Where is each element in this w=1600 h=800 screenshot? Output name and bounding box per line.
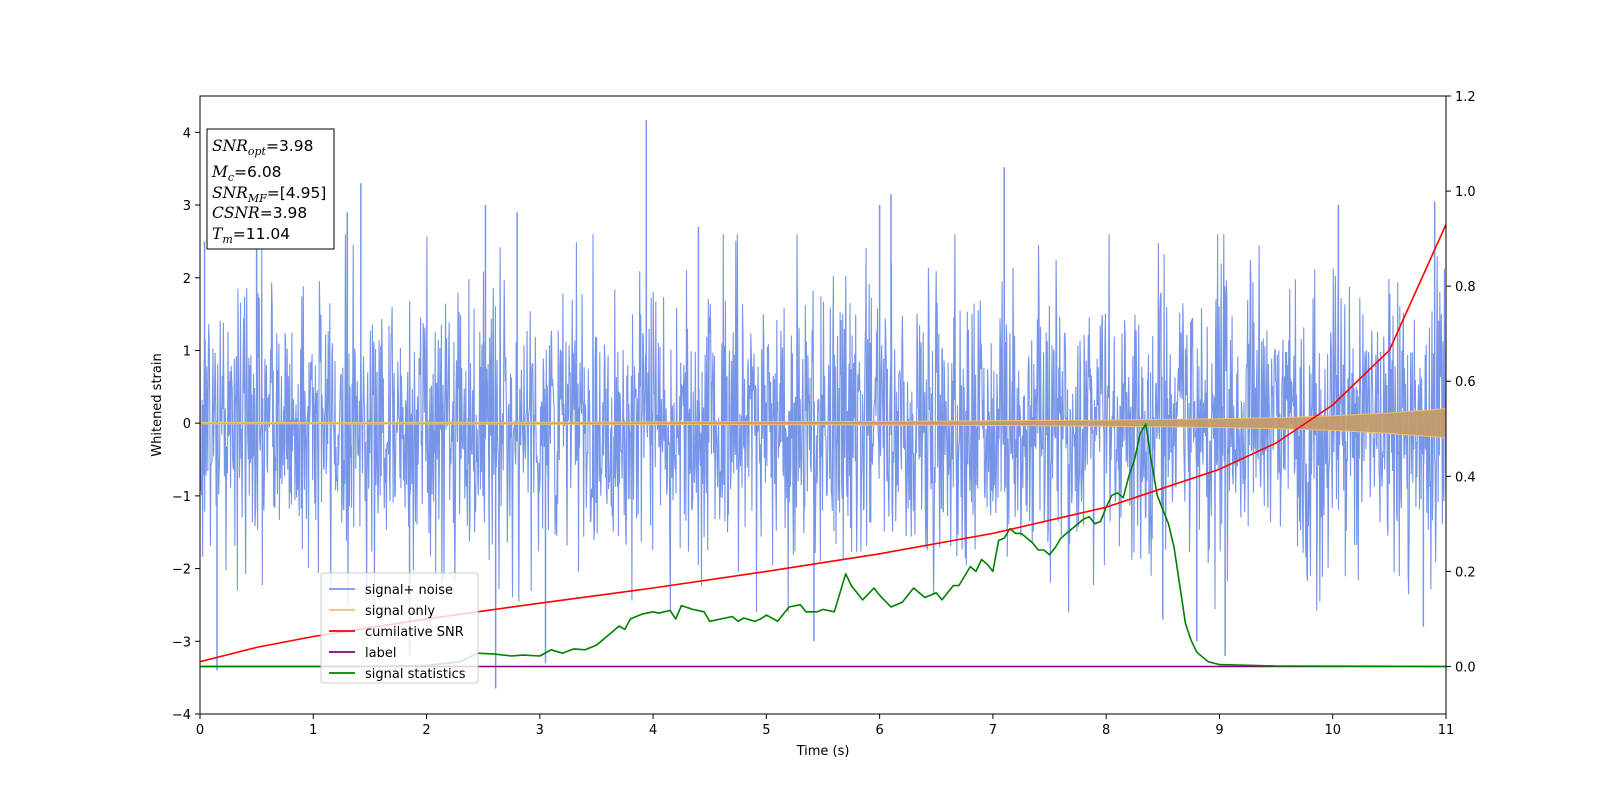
legend-label: signal+ noise [365, 583, 453, 598]
legend-items: signal+ noise signal only cumilative SNR la… [329, 583, 466, 682]
y-axis-title: Whitened strain [150, 353, 165, 456]
legend-frame [320, 572, 479, 684]
y-axis-left: −4 −3 −2 −1 0 1 2 3 4 [172, 126, 200, 723]
info-mc: Mc=6.08 [211, 163, 282, 184]
y-tick-label: 4 [183, 126, 191, 141]
plot-frame [199, 95, 1447, 715]
y-tick-label: −4 [172, 708, 191, 723]
x-tick-label: 1 [309, 723, 317, 738]
x-axis: 0 1 2 3 4 5 6 7 8 9 10 11 [196, 714, 1454, 738]
x-tick-label: 10 [1324, 723, 1341, 738]
info-box: SNRopt=3.98 Mc=6.08 SNRMF=[4.95] CSNR=3.… [206, 128, 335, 250]
y-right-tick-label: 0.8 [1455, 280, 1476, 295]
legend-label: signal only [365, 604, 435, 619]
info-box-frame [206, 128, 335, 250]
x-tick-label: 0 [196, 723, 204, 738]
y-right-tick-label: 1.0 [1455, 185, 1476, 200]
series-signal-statistics-line [200, 423, 1446, 668]
y-tick-label: −1 [172, 490, 191, 505]
x-tick-label: 9 [1215, 723, 1223, 738]
series-signal-only-band [200, 408, 1446, 439]
x-tick-label: 5 [762, 723, 770, 738]
info-snr-mf: SNRMF=[4.95] [212, 184, 326, 205]
y-tick-label: 0 [183, 417, 191, 432]
x-tick-label: 6 [875, 723, 883, 738]
y-right-tick-label: 0.4 [1455, 470, 1476, 485]
y-right-tick-label: 0.2 [1455, 565, 1476, 580]
x-tick-label: 11 [1438, 723, 1455, 738]
y-tick-label: −3 [172, 635, 191, 650]
y-tick-label: 1 [183, 344, 191, 359]
y-tick-label: −2 [172, 563, 191, 578]
x-tick-label: 8 [1102, 723, 1110, 738]
y-tick-label: 3 [183, 199, 191, 214]
legend: signal+ noise signal only cumilative SNR la… [320, 572, 479, 684]
x-tick-label: 4 [649, 723, 657, 738]
y-right-tick-label: 0.0 [1455, 660, 1476, 675]
legend-label: label [365, 646, 396, 661]
legend-label: cumilative SNR [365, 625, 464, 640]
y-right-tick-label: 0.6 [1455, 375, 1476, 390]
x-tick-label: 3 [536, 723, 544, 738]
y-tick-label: 2 [183, 272, 191, 287]
info-csnr: CSNR=3.98 [212, 204, 307, 222]
x-tick-label: 2 [422, 723, 430, 738]
y-right-tick-label: 1.2 [1455, 90, 1476, 105]
info-snr-opt: SNRopt=3.98 [212, 137, 313, 158]
legend-label: signal statistics [365, 667, 466, 682]
y-axis-right: 0.0 0.2 0.4 0.6 0.8 1.0 1.2 [1446, 90, 1476, 675]
x-axis-title: Time (s) [796, 744, 850, 759]
x-tick-label: 7 [989, 723, 997, 738]
info-tm: Tm=11.04 [212, 225, 290, 246]
series-signal-noise-line [200, 234, 1446, 613]
